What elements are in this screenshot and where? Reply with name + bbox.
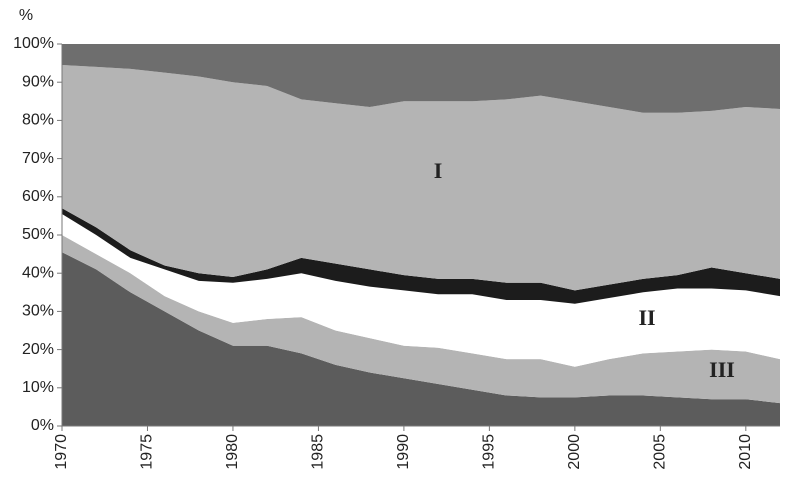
x-tick-label: 1995 bbox=[481, 434, 498, 470]
y-axis-label: % bbox=[19, 7, 33, 24]
x-tick-label: 1975 bbox=[139, 434, 156, 470]
area bbox=[62, 65, 780, 291]
area bbox=[62, 44, 780, 113]
annotation: III bbox=[709, 357, 735, 382]
y-tick-label: 70% bbox=[22, 150, 54, 167]
y-tick-label: 10% bbox=[22, 379, 54, 396]
area bbox=[62, 235, 780, 404]
y-tick-label: 80% bbox=[22, 112, 54, 129]
x-tick-label: 1985 bbox=[310, 434, 327, 470]
area bbox=[62, 208, 780, 304]
plot-area bbox=[62, 44, 780, 426]
y-tick-label: 60% bbox=[22, 188, 54, 205]
x-tick-label: 1970 bbox=[53, 434, 70, 470]
x-tick-label: 1980 bbox=[224, 434, 241, 470]
x-tick-label: 1990 bbox=[395, 434, 412, 470]
annotation: I bbox=[434, 158, 443, 183]
area bbox=[62, 213, 780, 367]
y-tick-label: 100% bbox=[13, 35, 54, 52]
annotation: II bbox=[638, 305, 655, 330]
y-tick-label: 20% bbox=[22, 341, 54, 358]
y-tick-label: 0% bbox=[31, 417, 54, 434]
y-tick-label: 30% bbox=[22, 303, 54, 320]
y-tick-label: 50% bbox=[22, 226, 54, 243]
x-tick-label: 2010 bbox=[737, 434, 754, 470]
x-tick-label: 2005 bbox=[652, 434, 669, 470]
y-tick-label: 40% bbox=[22, 264, 54, 281]
area bbox=[62, 252, 780, 426]
y-tick-label: 90% bbox=[22, 73, 54, 90]
x-tick-label: 2000 bbox=[566, 434, 583, 470]
